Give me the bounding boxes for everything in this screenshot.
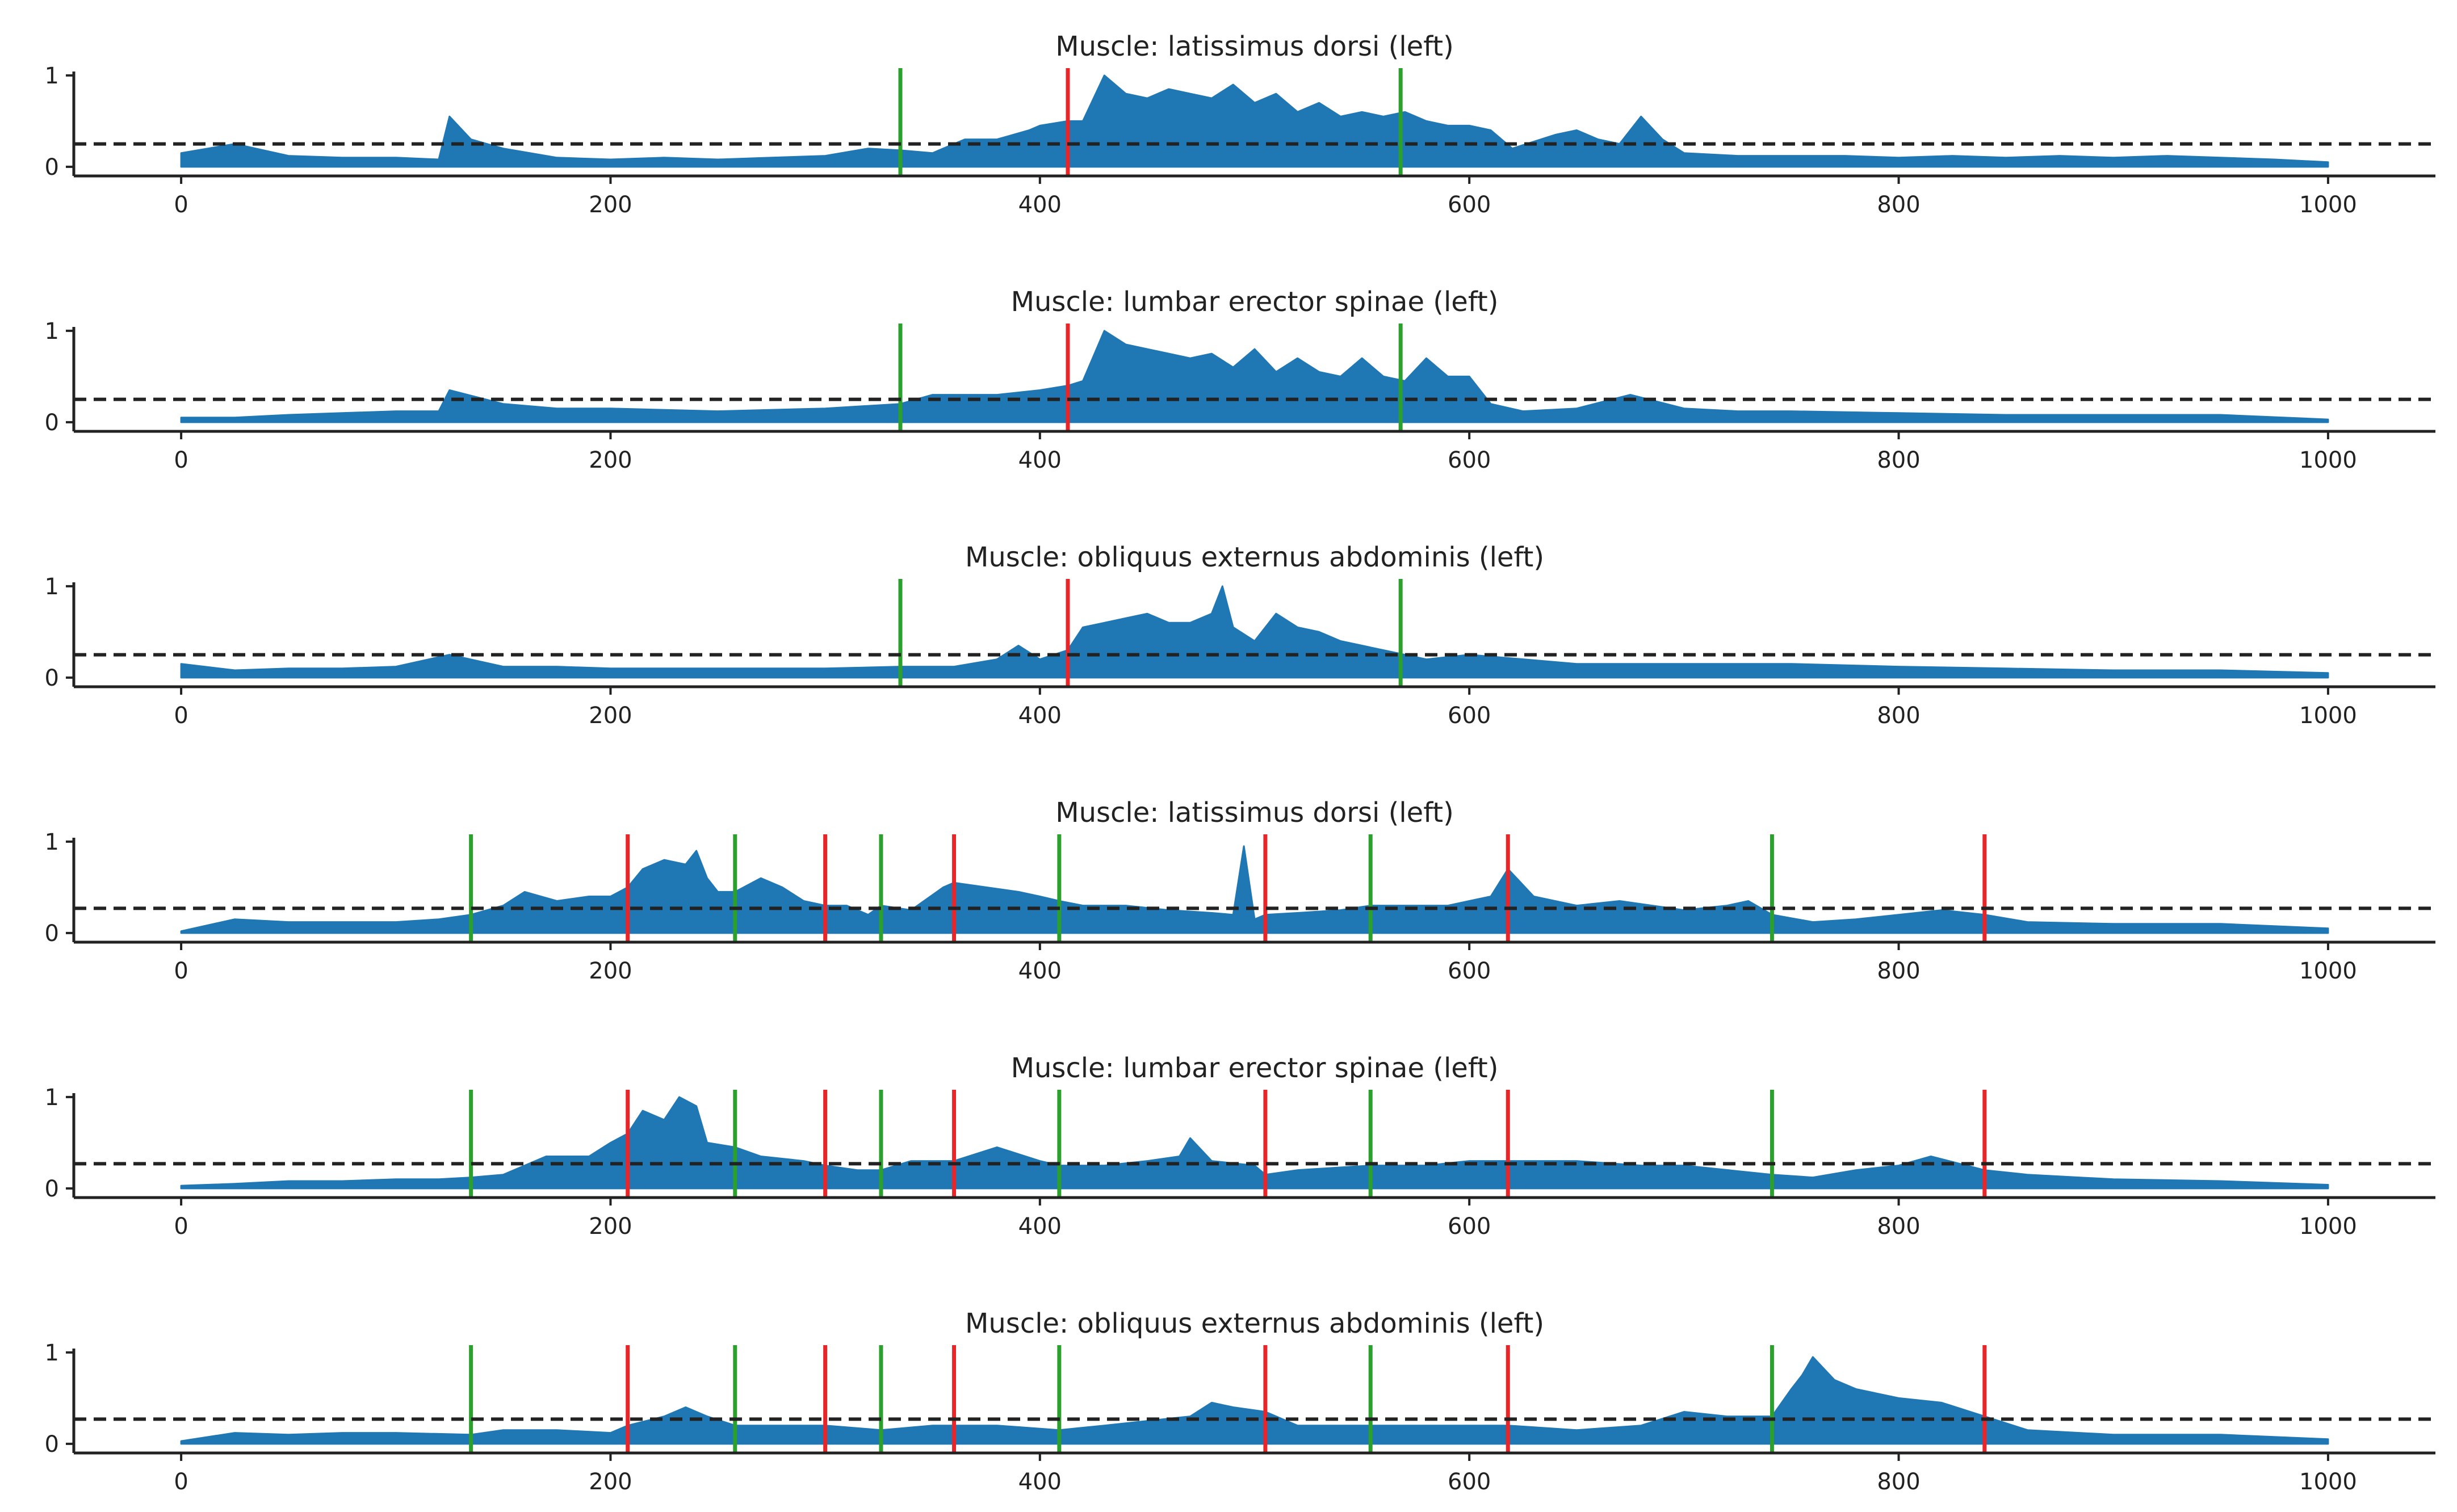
x-tick-label: 400 — [1018, 447, 1062, 473]
subplot-title: Muscle: lumbar erector spinae (left) — [1011, 286, 1499, 318]
x-tick-label: 800 — [1877, 192, 1920, 218]
emg-envelope-area — [180, 845, 2329, 934]
emg-envelope-area — [180, 1356, 2329, 1445]
subplot-5: Muscle: lumbar erector spinae (left) 0 200… — [45, 1052, 2435, 1240]
x-tick-label: 600 — [1448, 1469, 1491, 1495]
y-tick-label: 0 — [45, 154, 59, 180]
x-tick-label: 600 — [1448, 192, 1491, 218]
subplot-3: Muscle: obliquus externus abdominis (lef… — [45, 541, 2435, 729]
x-tick-label: 400 — [1018, 958, 1062, 984]
emg-envelope-area — [180, 1096, 2329, 1190]
x-tick-label: 0 — [174, 447, 188, 473]
x-tick-label: 0 — [174, 192, 188, 218]
y-tick-label: 1 — [45, 318, 59, 345]
emg-envelope-area — [180, 74, 2329, 168]
x-tick-label: 0 — [174, 958, 188, 984]
x-tick-label: 200 — [589, 192, 632, 218]
x-tick-label: 200 — [589, 703, 632, 729]
subplot-title: Muscle: obliquus externus abdominis (lef… — [965, 1308, 1544, 1339]
subplot-title: Muscle: latissimus dorsi (left) — [1055, 797, 1454, 829]
x-tick-label: 600 — [1448, 447, 1491, 473]
y-tick-label: 0 — [45, 1431, 59, 1458]
x-tick-label: 200 — [589, 447, 632, 473]
y-tick-label: 0 — [45, 1176, 59, 1202]
x-tick-label: 0 — [174, 1469, 188, 1495]
x-tick-label: 0 — [174, 1213, 188, 1240]
x-tick-label: 800 — [1877, 1469, 1920, 1495]
x-tick-label: 1000 — [2299, 1213, 2357, 1240]
y-tick-label: 0 — [45, 410, 59, 436]
subplot-2: Muscle: lumbar erector spinae (left) 0 200… — [45, 286, 2435, 473]
subplot-6: Muscle: obliquus externus abdominis (lef… — [45, 1308, 2435, 1495]
x-tick-label: 200 — [589, 958, 632, 984]
x-tick-label: 1000 — [2299, 192, 2357, 218]
y-tick-label: 0 — [45, 921, 59, 947]
y-tick-label: 0 — [45, 665, 59, 691]
x-tick-label: 200 — [589, 1213, 632, 1240]
x-tick-label: 400 — [1018, 703, 1062, 729]
y-tick-label: 1 — [45, 574, 59, 600]
x-tick-label: 600 — [1448, 1213, 1491, 1240]
y-tick-label: 1 — [45, 1085, 59, 1111]
x-tick-label: 1000 — [2299, 1469, 2357, 1495]
x-tick-label: 800 — [1877, 958, 1920, 984]
subplot-title: Muscle: latissimus dorsi (left) — [1055, 31, 1454, 62]
x-tick-label: 1000 — [2299, 958, 2357, 984]
y-tick-label: 1 — [45, 829, 59, 855]
subplot-1: Muscle: latissimus dorsi (left) 0 200 400 60… — [45, 31, 2435, 218]
x-tick-label: 200 — [589, 1469, 632, 1495]
x-tick-label: 0 — [174, 703, 188, 729]
x-tick-label: 600 — [1448, 958, 1491, 984]
subplot-title: Muscle: lumbar erector spinae (left) — [1011, 1052, 1499, 1084]
x-tick-label: 400 — [1018, 192, 1062, 218]
x-tick-label: 1000 — [2299, 703, 2357, 729]
emg-envelope-area — [180, 330, 2329, 423]
x-tick-label: 800 — [1877, 447, 1920, 473]
y-tick-label: 1 — [45, 1340, 59, 1366]
x-tick-label: 800 — [1877, 703, 1920, 729]
x-tick-label: 800 — [1877, 1213, 1920, 1240]
subplot-4: Muscle: latissimus dorsi (left) 0 200 400 60… — [45, 797, 2435, 984]
y-tick-label: 1 — [45, 63, 59, 89]
subplot-title: Muscle: obliquus externus abdominis (lef… — [965, 541, 1544, 573]
x-tick-label: 1000 — [2299, 447, 2357, 473]
emg-envelope-area — [180, 585, 2329, 679]
x-tick-label: 400 — [1018, 1469, 1062, 1495]
x-tick-label: 400 — [1018, 1213, 1062, 1240]
x-tick-label: 600 — [1448, 703, 1491, 729]
